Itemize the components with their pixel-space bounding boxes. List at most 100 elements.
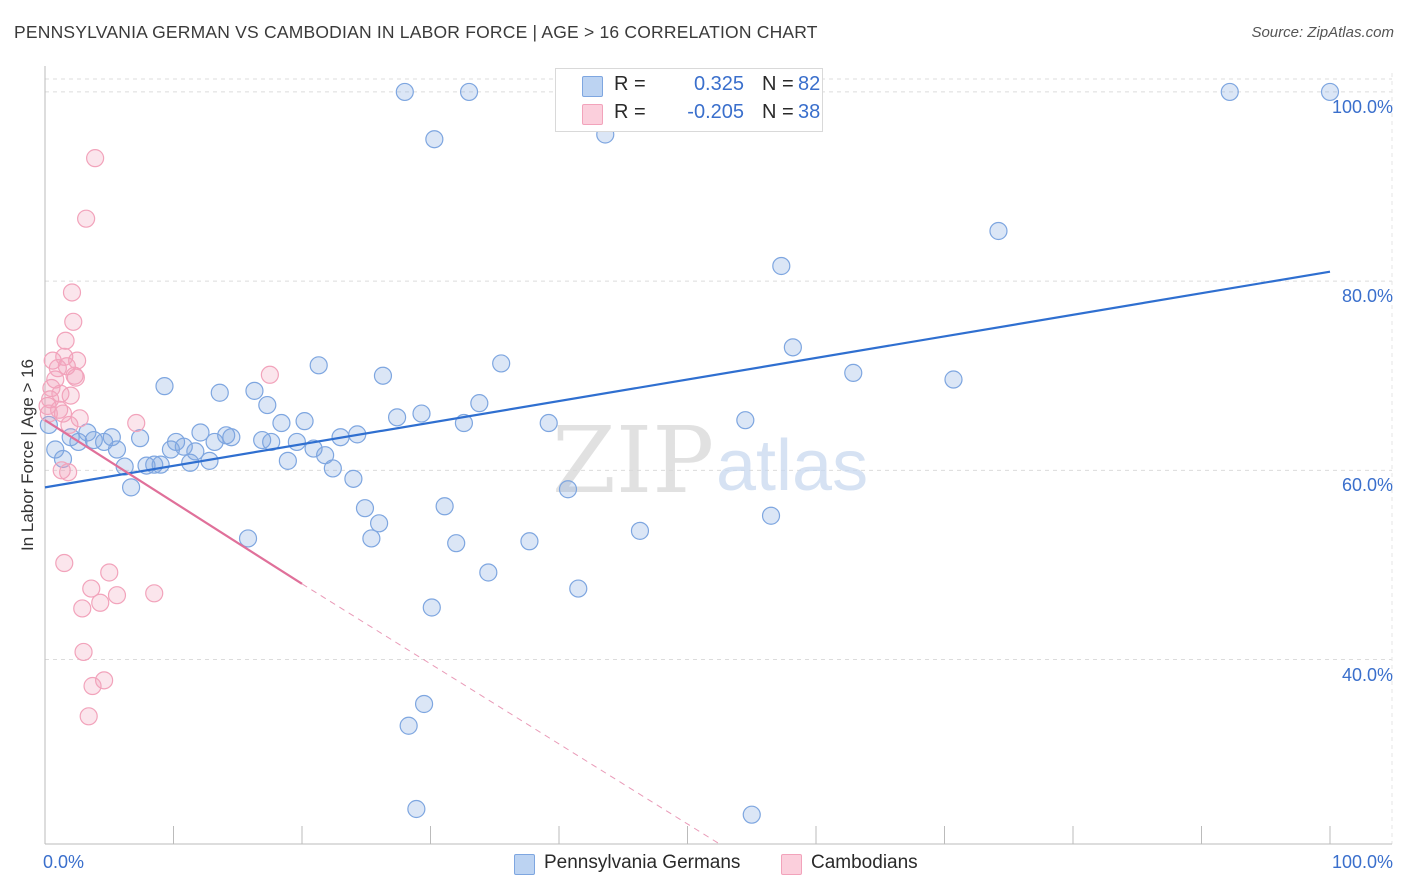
point-pennsylvania-german	[278, 451, 297, 470]
trend-extension-cambodians	[301, 583, 720, 845]
point-pennsylvania-german	[355, 499, 375, 518]
point-cambodian	[86, 149, 105, 168]
legend-n-label: N =	[762, 73, 794, 95]
point-pennsylvania-german	[412, 404, 431, 423]
legend-r-value: -0.205	[687, 101, 744, 123]
point-pennsylvania-german	[399, 716, 418, 735]
point-pennsylvania-german	[944, 370, 963, 389]
watermark-atlas: atlas	[716, 426, 868, 506]
grid-lines	[45, 73, 1393, 844]
series-label: Pennsylvania Germans	[544, 852, 741, 873]
point-pennsylvania-german	[205, 432, 224, 452]
point-cambodian	[79, 707, 98, 726]
point-pennsylvania-german	[130, 429, 150, 448]
point-cambodian	[64, 312, 83, 331]
point-cambodian	[42, 378, 61, 398]
point-pennsylvania-german	[1320, 82, 1340, 102]
point-cambodian	[68, 351, 87, 370]
point-cambodian	[73, 599, 92, 618]
point-pennsylvania-german	[414, 694, 434, 714]
point-cambodian	[95, 671, 114, 690]
watermark: ZIP atlas	[552, 407, 868, 514]
point-pennsylvania-german	[422, 598, 441, 617]
point-cambodian	[107, 586, 127, 605]
trend-lines	[44, 270, 1331, 845]
chart-title: PENNSYLVANIA GERMAN VS CAMBODIAN IN LABO…	[14, 22, 818, 42]
point-pennsylvania-german	[222, 428, 241, 447]
point-pennsylvania-german	[630, 521, 650, 540]
point-cambodian	[260, 365, 279, 384]
point-pennsylvania-german	[425, 130, 444, 149]
correlation-legend: R = 0.325 N = 82 R = -0.205 N = 38	[555, 68, 823, 132]
point-pennsylvania-german	[46, 440, 65, 459]
point-cambodian	[83, 676, 102, 696]
legend-r-label: R =	[614, 73, 646, 95]
point-cambodian	[127, 413, 146, 433]
point-pennsylvania-german	[107, 440, 127, 459]
point-pennsylvania-german	[520, 532, 539, 551]
point-pennsylvania-german	[761, 506, 781, 525]
point-cambodian	[59, 463, 78, 482]
point-pennsylvania-german	[245, 381, 264, 400]
point-pennsylvania-german	[238, 529, 258, 548]
point-cambodian	[60, 415, 79, 435]
point-cambodian	[77, 209, 96, 228]
point-cambodian	[62, 283, 82, 302]
point-pennsylvania-german	[539, 413, 558, 433]
x-tick-label: 100.0%	[1331, 852, 1393, 872]
point-cambodian	[53, 404, 73, 423]
point-pennsylvania-german	[370, 514, 389, 533]
legend-n-value: 38	[798, 101, 821, 123]
point-pennsylvania-german	[78, 423, 97, 442]
point-pennsylvania-german	[155, 377, 174, 396]
axes	[44, 66, 1392, 845]
point-cambodian	[46, 370, 65, 389]
x-tick-label: 0.0%	[43, 852, 85, 872]
legend-r-label: R =	[614, 101, 646, 123]
point-cambodian	[56, 331, 75, 350]
point-pennsylvania-german	[470, 394, 489, 413]
legend-swatch-blue	[582, 76, 603, 97]
y-tick-label: 80.0%	[1341, 286, 1393, 307]
point-cambodian	[70, 409, 89, 428]
point-pennsylvania-german	[447, 534, 466, 553]
point-pennsylvania-german	[569, 579, 588, 598]
y-tick-label: 40.0%	[1341, 664, 1393, 685]
point-pennsylvania-german	[387, 408, 407, 427]
point-pennsylvania-german	[558, 480, 578, 499]
y-tick-label: 100.0%	[1331, 96, 1393, 117]
point-pennsylvania-german	[479, 563, 498, 582]
point-pennsylvania-german	[258, 395, 277, 415]
point-pennsylvania-german	[304, 439, 323, 458]
chart-source: Source: ZipAtlas.com	[1251, 24, 1394, 41]
point-pennsylvania-german	[362, 529, 381, 548]
point-pennsylvania-german	[492, 354, 511, 373]
point-pennsylvania-german	[844, 363, 863, 382]
y-tick-label: 60.0%	[1341, 475, 1393, 496]
point-pennsylvania-german	[742, 805, 761, 824]
point-pennsylvania-german	[309, 356, 328, 375]
point-pennsylvania-german	[186, 442, 205, 461]
point-pennsylvania-german	[1220, 82, 1239, 102]
series-label: Cambodians	[811, 852, 918, 873]
point-cambodian	[91, 593, 110, 612]
trend-line-pennsylvania-germans	[44, 270, 1331, 489]
point-pennsylvania-german	[435, 497, 454, 516]
point-pennsylvania-german	[174, 437, 193, 456]
point-pennsylvania-german	[407, 799, 426, 819]
point-pennsylvania-german	[772, 256, 791, 276]
legend-n-value: 82	[798, 73, 821, 95]
legend-n-label: N =	[762, 101, 794, 123]
point-cambodian	[55, 553, 74, 573]
point-pennsylvania-german	[323, 459, 342, 478]
point-pennsylvania-german	[989, 221, 1008, 241]
point-pennsylvania-german	[783, 338, 802, 357]
point-cambodian	[74, 642, 93, 662]
point-pennsylvania-german	[210, 383, 229, 402]
point-cambodian	[48, 359, 67, 378]
series-swatch-blue	[514, 854, 535, 875]
point-pennsylvania-german	[253, 430, 272, 450]
point-cambodian	[82, 579, 101, 598]
point-pennsylvania-german	[373, 366, 393, 385]
